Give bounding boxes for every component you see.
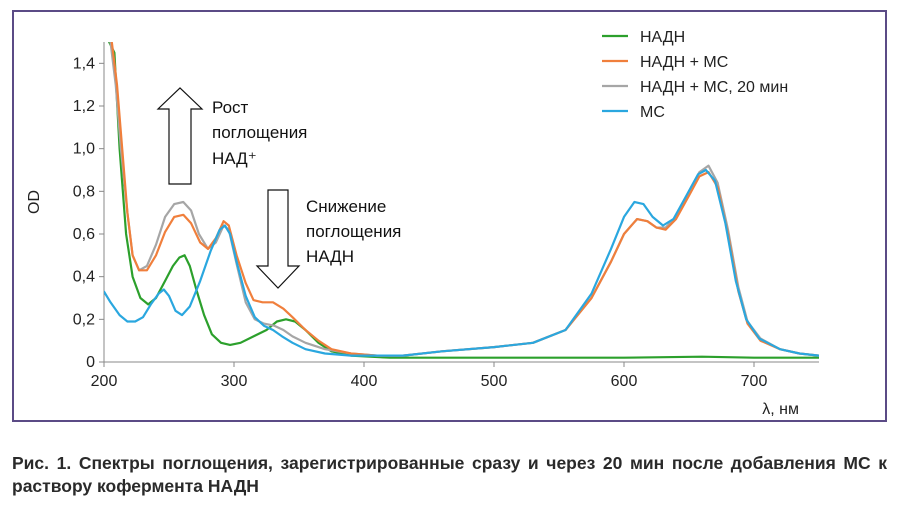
x-tick-label: 700 (741, 373, 768, 390)
annotation-decrease-line-2: поглощения (306, 222, 401, 241)
legend-label: НАДН (640, 29, 685, 46)
x-tick-label: 600 (611, 373, 638, 390)
legend: НАДН НАДН + МС НАДН + МС, 20 мин МС (602, 29, 788, 121)
axes (103, 42, 819, 363)
figure-caption: Рис. 1. Спектры поглощения, зарегистриро… (12, 453, 887, 496)
y-tick-label: 1,2 (73, 98, 95, 115)
series-line-1 (110, 42, 819, 357)
x-axis-label: λ, нм (762, 401, 799, 418)
annotation-increase-line-2: поглощения (212, 123, 307, 142)
x-ticks: 200 300 400 500 600 700 (91, 362, 768, 390)
legend-label: МС (640, 104, 665, 121)
legend-label: НАДН + МС (640, 54, 728, 71)
y-tick-label: 0,4 (73, 269, 95, 286)
arrow-down-icon (255, 189, 301, 289)
series-layer (104, 42, 819, 359)
arrow-up-icon (156, 87, 204, 185)
figure-frame: 0 0,2 0,4 0,6 0,8 1,0 1,2 1,4 200 300 400 500 600 70… (12, 10, 887, 422)
spectra-chart: 0 0,2 0,4 0,6 0,8 1,0 1,2 1,4 200 300 400 500 600 70… (26, 29, 819, 418)
y-ticks: 0 0,2 0,4 0,6 0,8 1,0 1,2 1,4 (73, 55, 104, 371)
y-tick-label: 1,0 (73, 141, 95, 158)
y-axis-label: OD (26, 190, 43, 214)
y-tick-label: 0,8 (73, 183, 95, 200)
annotation-decrease: Снижение поглощения НАДН (255, 189, 401, 289)
y-tick-label: 0 (86, 354, 95, 371)
legend-label: НАДН + МС, 20 мин (640, 79, 788, 96)
annotation-increase-line-1: Рост (212, 98, 249, 117)
y-tick-label: 0,6 (73, 226, 95, 243)
y-tick-label: 0,2 (73, 311, 95, 328)
annotation-increase: Рост поглощения НАД⁺ (156, 87, 307, 185)
x-tick-label: 500 (481, 373, 508, 390)
annotation-decrease-line-1: Снижение (306, 197, 386, 216)
x-tick-label: 200 (91, 373, 118, 390)
y-tick-label: 1,4 (73, 55, 95, 72)
x-tick-label: 400 (351, 373, 378, 390)
x-tick-label: 300 (221, 373, 248, 390)
series-line-3 (104, 168, 819, 357)
annotation-increase-line-3: НАД⁺ (212, 149, 257, 168)
annotation-decrease-line-3: НАДН (306, 247, 354, 266)
